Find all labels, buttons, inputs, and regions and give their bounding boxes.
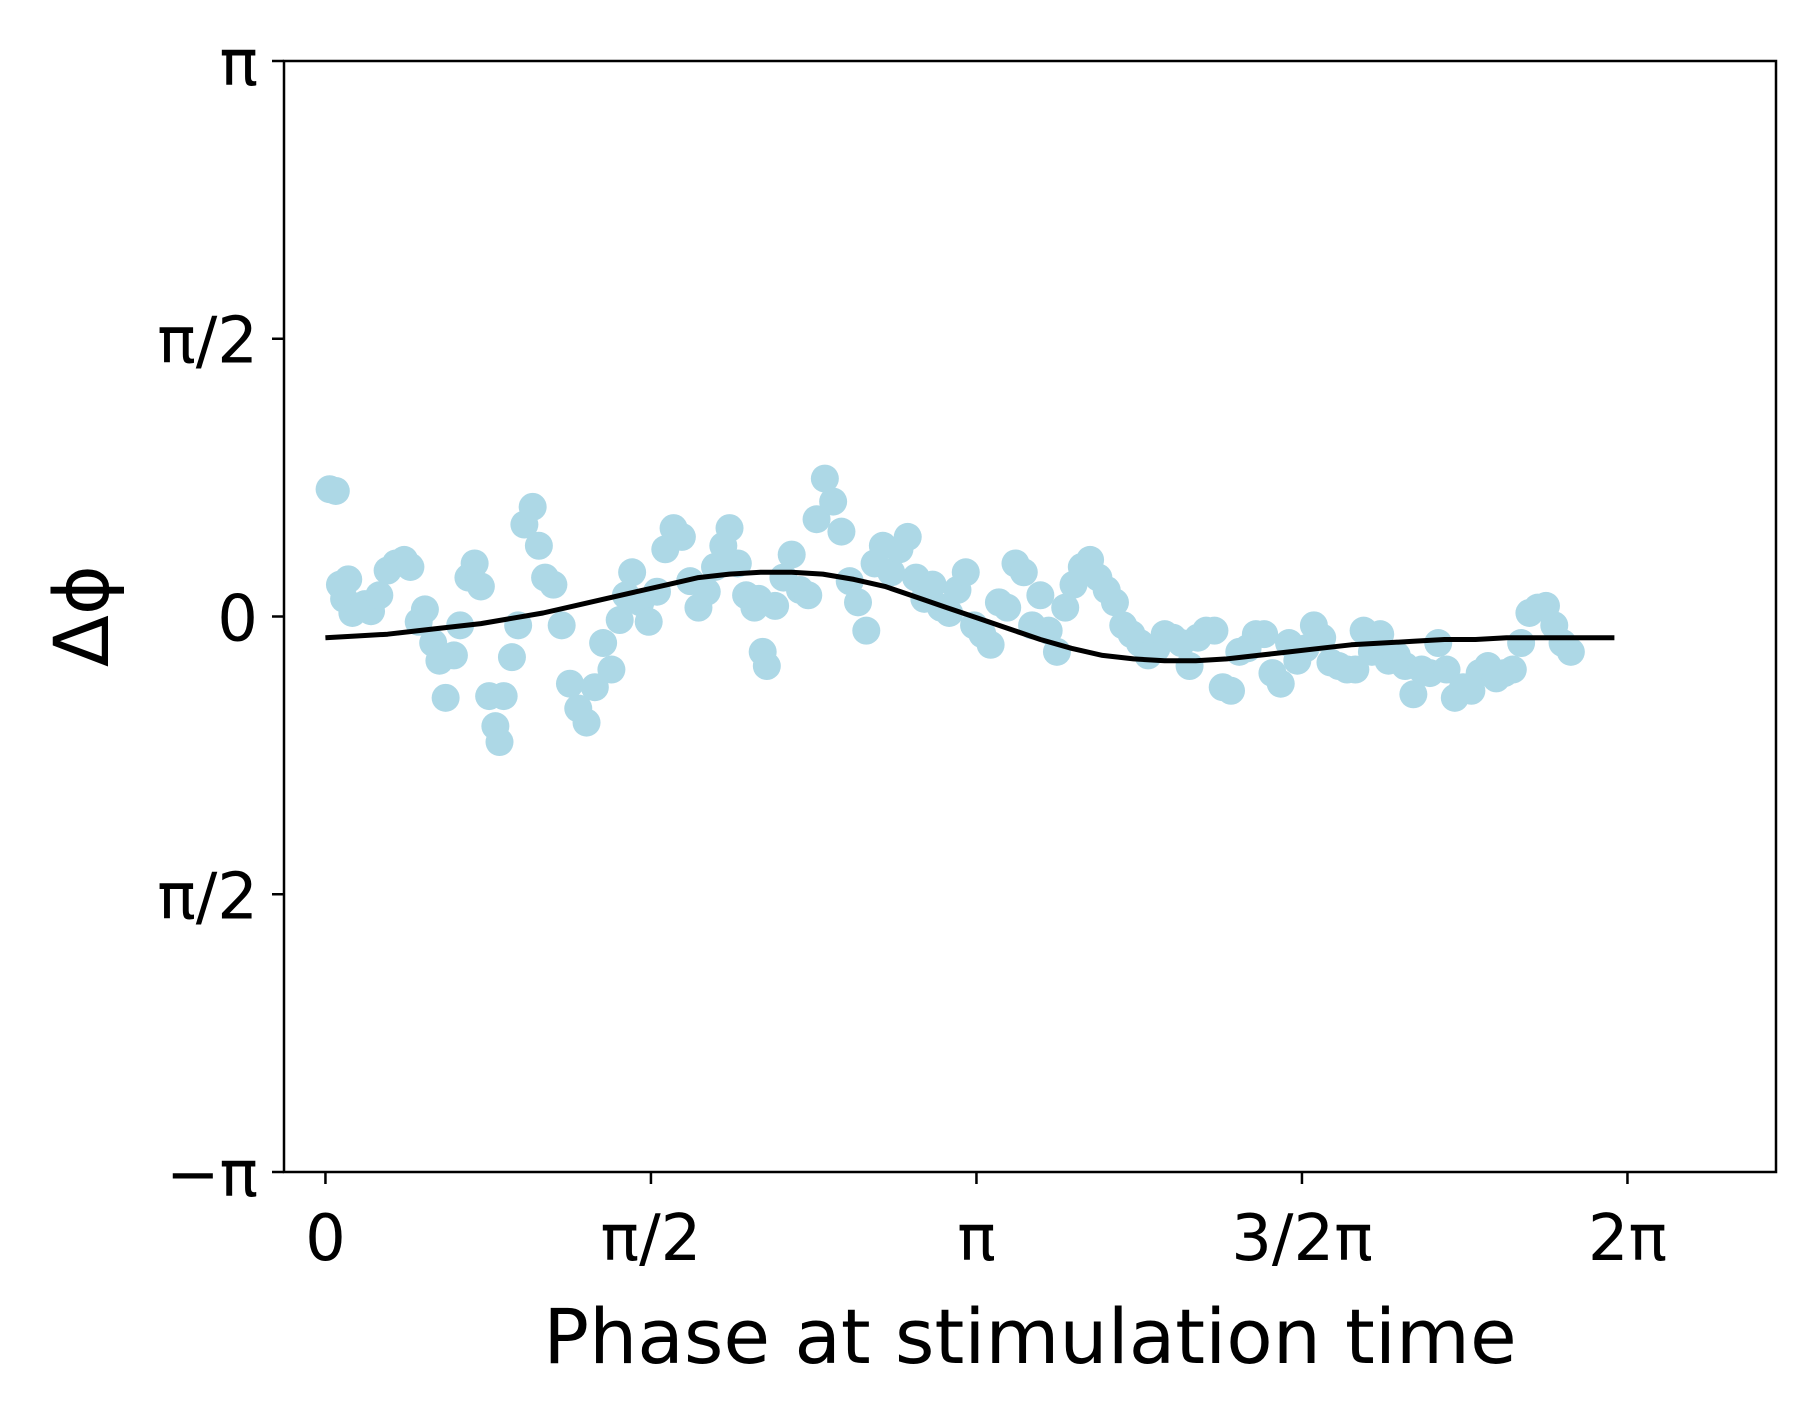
data-point — [1250, 620, 1279, 649]
data-point — [1200, 616, 1229, 645]
data-point — [1308, 623, 1337, 652]
y-tick-label: π — [219, 27, 258, 101]
data-point — [1266, 669, 1295, 698]
data-point — [439, 641, 468, 670]
data-point — [1399, 680, 1428, 709]
data-point — [334, 565, 363, 594]
data-point — [539, 570, 568, 599]
data-point — [777, 540, 806, 569]
scatter-points — [315, 464, 1585, 757]
data-point — [1424, 629, 1453, 658]
data-point — [810, 464, 839, 493]
y-tick-label: π/2 — [157, 305, 258, 379]
data-point — [605, 606, 634, 635]
data-point — [572, 708, 601, 737]
data-point — [1507, 629, 1536, 658]
data-point — [460, 549, 489, 578]
data-point — [723, 549, 752, 578]
data-point — [918, 570, 947, 599]
data-point — [485, 728, 514, 757]
data-point — [555, 669, 584, 698]
data-point — [1009, 558, 1038, 587]
data-point — [852, 616, 881, 645]
data-point — [321, 476, 350, 505]
data-point — [431, 683, 460, 712]
data-point — [1556, 637, 1585, 666]
data-point — [618, 558, 647, 587]
data-point — [1175, 652, 1204, 681]
data-point — [761, 591, 790, 620]
data-point — [497, 643, 526, 672]
y-tick-label: π/2 — [157, 860, 258, 934]
fit-curve-layer — [325, 569, 1615, 664]
data-point — [589, 629, 618, 658]
x-axis-title: Phase at stimulation time — [543, 1292, 1516, 1381]
data-point — [667, 522, 696, 551]
data-point — [752, 652, 781, 681]
data-point — [715, 514, 744, 543]
data-point — [580, 673, 609, 702]
y-axis-ticks: π π/2 0 π/2 −π — [157, 27, 284, 1212]
data-point — [410, 595, 439, 624]
data-point — [1100, 588, 1129, 617]
data-point — [893, 522, 922, 551]
data-point — [976, 630, 1005, 659]
data-point — [489, 682, 518, 711]
data-point — [993, 593, 1022, 622]
data-point — [692, 577, 721, 606]
data-point — [819, 487, 848, 516]
data-point — [1341, 655, 1370, 684]
x-axis-ticks: 0 π/2 π 3/2π 2π — [305, 1172, 1667, 1276]
x-tick-label: π — [957, 1202, 996, 1276]
data-point — [827, 517, 856, 546]
data-point — [802, 505, 831, 534]
data-point — [547, 611, 576, 640]
data-point — [951, 558, 980, 587]
x-tick-label: 3/2π — [1231, 1202, 1373, 1276]
data-point — [1051, 593, 1080, 622]
data-point — [518, 492, 547, 521]
data-point — [844, 588, 873, 617]
data-point — [597, 655, 626, 684]
x-tick-label: 0 — [305, 1202, 346, 1276]
data-point — [1432, 655, 1461, 684]
y-tick-label: −π — [166, 1138, 258, 1212]
data-point — [634, 607, 663, 636]
data-point — [1217, 676, 1246, 705]
data-point — [794, 581, 823, 610]
data-point — [877, 558, 906, 587]
data-point — [466, 572, 495, 601]
y-axis-title: Δϕ — [37, 565, 126, 667]
data-point — [1498, 655, 1527, 684]
data-point — [524, 531, 553, 560]
data-point — [396, 552, 425, 581]
x-tick-label: π/2 — [601, 1202, 702, 1276]
y-tick-label: 0 — [217, 583, 258, 657]
x-tick-label: 2π — [1588, 1202, 1667, 1276]
fit-curve — [325, 569, 1615, 664]
data-point — [1026, 581, 1055, 610]
data-point — [365, 581, 394, 610]
